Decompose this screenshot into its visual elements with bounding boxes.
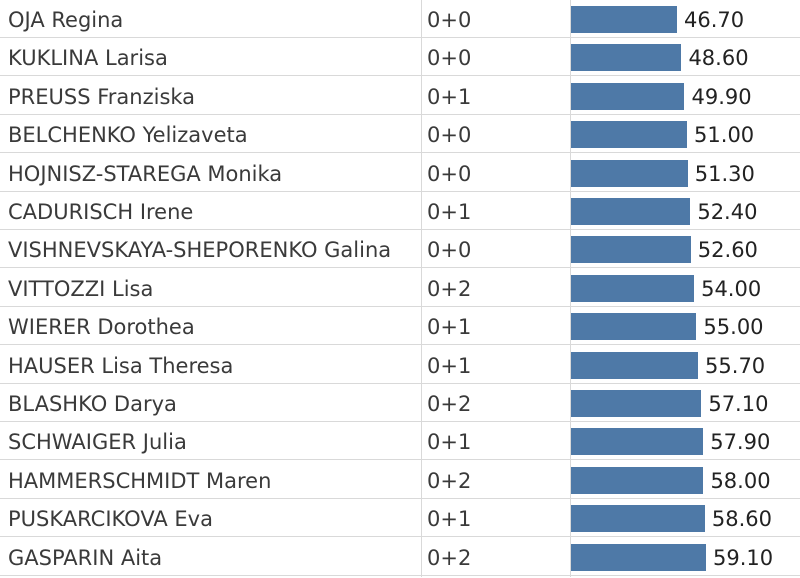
shooting-result: 0+0 (427, 162, 472, 186)
time-bar (571, 6, 677, 33)
shooting-result: 0+2 (427, 277, 472, 301)
athlete-name: OJA Regina (8, 8, 124, 32)
table-row: GASPARIN Aita 0+2 59.10 (0, 538, 800, 576)
time-value-label: 57.90 (710, 430, 771, 454)
table-row: OJA Regina 0+0 46.70 (0, 0, 800, 38)
athlete-name: HOJNISZ-STAREGA Monika (8, 162, 283, 186)
shooting-result: 0+1 (427, 200, 472, 224)
table-row: BELCHENKO Yelizaveta 0+0 51.00 (0, 115, 800, 153)
shooting-result: 0+1 (427, 430, 472, 454)
athlete-name: BLASHKO Darya (8, 392, 177, 416)
shooting-result: 0+1 (427, 85, 472, 109)
time-bar (571, 467, 704, 494)
shooting-result: 0+1 (427, 354, 472, 378)
row-divider (0, 498, 800, 499)
time-bar (571, 160, 688, 187)
time-value-label: 52.60 (697, 238, 758, 262)
row-divider (0, 191, 800, 192)
athlete-name: VITTOZZI Lisa (8, 277, 154, 301)
athlete-name: HAMMERSCHMIDT Maren (8, 469, 272, 493)
shooting-result: 0+1 (427, 315, 472, 339)
row-divider (0, 344, 800, 345)
athlete-name: VISHNEVSKAYA-SHEPORENKO Galina (8, 238, 392, 262)
table-row: PREUSS Franziska 0+1 49.90 (0, 77, 800, 115)
time-value-label: 49.90 (691, 85, 752, 109)
time-bar (571, 198, 691, 225)
time-value-label: 55.70 (705, 354, 766, 378)
shooting-result: 0+2 (427, 392, 472, 416)
athlete-name: HAUSER Lisa Theresa (8, 354, 234, 378)
time-bar (571, 390, 702, 417)
row-divider (0, 114, 800, 115)
time-bar (571, 236, 691, 263)
time-bar (571, 428, 704, 455)
table-row: HOJNISZ-STAREGA Monika 0+0 51.30 (0, 154, 800, 192)
time-value-label: 54.00 (701, 277, 762, 301)
row-divider (0, 459, 800, 460)
time-value-label: 52.40 (697, 200, 758, 224)
row-divider (0, 306, 800, 307)
table-row: HAMMERSCHMIDT Maren 0+2 58.00 (0, 461, 800, 499)
athlete-name: KUKLINA Larisa (8, 46, 168, 70)
time-bar (571, 505, 705, 532)
athlete-name: CADURISCH Irene (8, 200, 194, 224)
athlete-name: BELCHENKO Yelizaveta (8, 123, 248, 147)
row-divider (0, 575, 800, 576)
shooting-result: 0+2 (427, 546, 472, 570)
shooting-result: 0+0 (427, 8, 472, 32)
athlete-name: WIERER Dorothea (8, 315, 195, 339)
athlete-name: PREUSS Franziska (8, 85, 196, 109)
athlete-name: SCHWAIGER Julia (8, 430, 187, 454)
table-row: SCHWAIGER Julia 0+1 57.90 (0, 422, 800, 460)
table-row: HAUSER Lisa Theresa 0+1 55.70 (0, 346, 800, 384)
time-bar (571, 121, 688, 148)
row-divider (0, 229, 800, 230)
table-row: KUKLINA Larisa 0+0 48.60 (0, 38, 800, 76)
row-divider (0, 152, 800, 153)
time-value-label: 59.10 (713, 546, 774, 570)
row-divider (0, 75, 800, 76)
time-value-label: 51.00 (694, 123, 755, 147)
table-row: VITTOZZI Lisa 0+2 54.00 (0, 269, 800, 307)
time-bar (571, 275, 695, 302)
bar-axis-line (570, 0, 571, 577)
athlete-name: PUSKARCIKOVA Eva (8, 507, 213, 531)
table-row: PUSKARCIKOVA Eva 0+1 58.60 (0, 499, 800, 537)
time-value-label: 51.30 (694, 162, 755, 186)
athlete-name: GASPARIN Aita (8, 546, 163, 570)
table-row: VISHNEVSKAYA-SHEPORENKO Galina 0+0 52.60 (0, 230, 800, 268)
row-divider (0, 383, 800, 384)
time-bar (571, 352, 699, 379)
time-bar (571, 313, 697, 340)
row-divider (0, 37, 800, 38)
time-value-label: 48.60 (688, 46, 749, 70)
time-value-label: 46.70 (684, 8, 745, 32)
shooting-result: 0+1 (427, 507, 472, 531)
time-value-label: 58.00 (710, 469, 771, 493)
time-value-label: 57.10 (708, 392, 769, 416)
shooting-result: 0+0 (427, 238, 472, 262)
shooting-result: 0+0 (427, 46, 472, 70)
time-bar (571, 544, 707, 571)
time-value-label: 55.00 (703, 315, 764, 339)
row-divider (0, 267, 800, 268)
shooting-result: 0+2 (427, 469, 472, 493)
table-row: WIERER Dorothea 0+1 55.00 (0, 307, 800, 345)
shooting-result: 0+0 (427, 123, 472, 147)
column-divider (421, 0, 422, 577)
time-bar (571, 44, 682, 71)
table-row: CADURISCH Irene 0+1 52.40 (0, 192, 800, 230)
row-divider (0, 536, 800, 537)
time-bar (571, 83, 685, 110)
time-value-label: 58.60 (711, 507, 772, 531)
row-divider (0, 421, 800, 422)
table-row: BLASHKO Darya 0+2 57.10 (0, 384, 800, 422)
